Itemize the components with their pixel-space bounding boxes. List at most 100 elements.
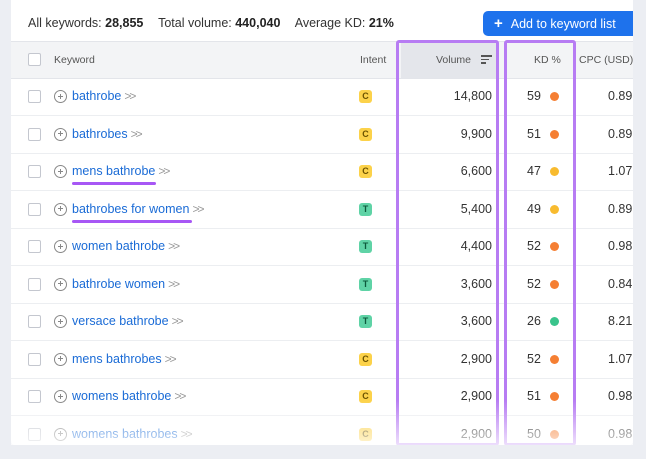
- chevron-double-right-icon[interactable]: >>: [192, 201, 204, 216]
- row-checkbox[interactable]: [28, 165, 41, 178]
- add-keyword-plus-icon[interactable]: [54, 352, 67, 366]
- chevron-double-right-icon[interactable]: >>: [168, 239, 180, 253]
- kd-cell: 51: [527, 389, 541, 403]
- keyword-cell: versace bathrobe >>: [72, 303, 184, 340]
- volume-column-header[interactable]: Volume: [436, 54, 472, 66]
- kd-difficulty-dot-icon: [550, 354, 559, 364]
- all-keywords-value: 28,855: [105, 16, 144, 30]
- row-checkbox[interactable]: [28, 352, 41, 366]
- add-keyword-plus-icon[interactable]: [54, 390, 67, 403]
- volume-column-highlight: [396, 40, 499, 445]
- intent-column-header[interactable]: Intent: [360, 54, 387, 66]
- table-row[interactable]: bathrobe >> C 14,800 59 0.89: [11, 78, 633, 116]
- keyword-link[interactable]: versace bathrobe: [72, 314, 169, 328]
- keyword-link[interactable]: women bathrobe: [72, 239, 166, 253]
- intent-badge: C: [359, 165, 372, 178]
- add-keyword-plus-icon[interactable]: [54, 165, 67, 178]
- add-to-keyword-list-label: Add to keyword list: [510, 17, 616, 31]
- chevron-double-right-icon[interactable]: >>: [174, 389, 186, 403]
- chevron-double-right-icon[interactable]: >>: [164, 351, 177, 366]
- row-checkbox[interactable]: [28, 90, 41, 103]
- table-header: Keyword Intent Volume KD % CPC (USD): [11, 41, 633, 79]
- total-volume-value: 440,040: [235, 16, 281, 30]
- row-checkbox[interactable]: [28, 127, 41, 141]
- kd-difficulty-dot-icon: [550, 242, 559, 251]
- volume-cell: 3,600: [460, 276, 492, 291]
- keyword-link[interactable]: bathrobes: [72, 126, 128, 141]
- intent-badge: C: [359, 390, 372, 403]
- keyword-link[interactable]: mens bathrobe: [72, 164, 156, 178]
- chevron-double-right-icon[interactable]: >>: [168, 276, 180, 291]
- table-row[interactable]: mens bathrobes >> C 2,900 52 1.07: [11, 341, 633, 379]
- kd-column-highlight: [504, 40, 576, 445]
- table-row[interactable]: versace bathrobe >> T 3,600 26 8.21: [11, 303, 633, 341]
- add-keyword-plus-icon[interactable]: [54, 240, 67, 253]
- all-keywords-label: All keywords:: [28, 16, 102, 30]
- volume-cell: 2,900: [460, 389, 492, 403]
- table-row[interactable]: mens bathrobe >> C 6,600 47 1.07: [11, 153, 633, 191]
- cpc-cell: 1.07: [608, 351, 633, 366]
- intent-badge: C: [359, 352, 372, 366]
- table-row[interactable]: bathrobes >> C 9,900 51 0.89: [11, 116, 633, 154]
- cpc-cell: 0.98: [608, 389, 633, 403]
- add-to-keyword-list-button[interactable]: + Add to keyword list: [483, 11, 633, 36]
- select-all-checkbox[interactable]: [28, 53, 41, 66]
- volume-cell: 14,800: [453, 89, 492, 103]
- row-checkbox[interactable]: [28, 277, 41, 291]
- volume-cell: 4,400: [460, 239, 492, 253]
- kd-difficulty-dot-icon: [550, 317, 559, 326]
- keyword-link[interactable]: bathrobe women: [72, 276, 166, 291]
- kd-cell: 52: [527, 276, 541, 291]
- row-checkbox[interactable]: [28, 202, 41, 216]
- row-checkbox[interactable]: [28, 390, 41, 403]
- volume-cell: 3,600: [460, 314, 492, 328]
- add-keyword-plus-icon[interactable]: [54, 202, 67, 216]
- kd-cell: 26: [527, 314, 541, 328]
- cpc-column-header[interactable]: CPC (USD): [579, 54, 633, 66]
- keyword-cell: bathrobe >>: [72, 78, 136, 115]
- chevron-double-right-icon[interactable]: >>: [124, 89, 136, 103]
- keyword-table-panel: All keywords: 28,855 Total volume: 440,0…: [11, 0, 633, 445]
- keyword-cell: mens bathrobe >>: [72, 153, 170, 190]
- row-checkbox[interactable]: [28, 427, 41, 441]
- keyword-cell: women bathrobe >>: [72, 228, 180, 265]
- kd-column-header[interactable]: KD %: [534, 54, 561, 66]
- keyword-summary: All keywords: 28,855 Total volume: 440,0…: [28, 16, 394, 30]
- add-keyword-plus-icon[interactable]: [54, 90, 67, 103]
- volume-cell: 5,400: [460, 201, 492, 216]
- kd-cell: 47: [527, 164, 541, 178]
- add-keyword-plus-icon[interactable]: [54, 277, 67, 291]
- chevron-double-right-icon[interactable]: >>: [180, 426, 193, 441]
- intent-badge: T: [359, 315, 372, 328]
- kd-difficulty-dot-icon: [550, 92, 559, 101]
- keyword-cell: bathrobe women >>: [72, 266, 180, 303]
- keyword-link[interactable]: bathrobes for women: [72, 201, 190, 216]
- table-row[interactable]: bathrobe women >> T 3,600 52 0.84: [11, 266, 633, 304]
- keyword-link[interactable]: womens bathrobes: [72, 426, 178, 441]
- volume-cell: 2,900: [460, 351, 492, 366]
- intent-badge: C: [359, 427, 372, 441]
- row-checkbox[interactable]: [28, 315, 41, 328]
- add-keyword-plus-icon[interactable]: [54, 127, 67, 141]
- table-row[interactable]: women bathrobe >> T 4,400 52 0.98: [11, 228, 633, 266]
- row-checkbox[interactable]: [28, 240, 41, 253]
- chevron-double-right-icon[interactable]: >>: [171, 314, 184, 328]
- keyword-column-header[interactable]: Keyword: [54, 54, 95, 66]
- kd-difficulty-dot-icon: [550, 392, 559, 401]
- intent-badge: C: [359, 90, 372, 103]
- add-keyword-plus-icon[interactable]: [54, 315, 67, 328]
- kd-difficulty-dot-icon: [550, 279, 559, 289]
- table-row[interactable]: bathrobes for women >> T 5,400 49 0.89: [11, 191, 633, 229]
- intent-badge: T: [359, 202, 372, 216]
- add-keyword-plus-icon[interactable]: [54, 427, 67, 441]
- volume-cell: 9,900: [460, 126, 492, 141]
- keyword-link[interactable]: womens bathrobe: [72, 389, 172, 403]
- chevron-double-right-icon[interactable]: >>: [130, 126, 143, 141]
- kd-difficulty-dot-icon: [550, 167, 559, 176]
- sort-descending-icon[interactable]: [481, 55, 492, 65]
- chevron-double-right-icon[interactable]: >>: [158, 164, 170, 178]
- average-kd-label: Average KD:: [294, 16, 366, 30]
- kd-cell: 52: [527, 239, 541, 253]
- keyword-link[interactable]: mens bathrobes: [72, 351, 162, 366]
- keyword-link[interactable]: bathrobe: [72, 89, 122, 103]
